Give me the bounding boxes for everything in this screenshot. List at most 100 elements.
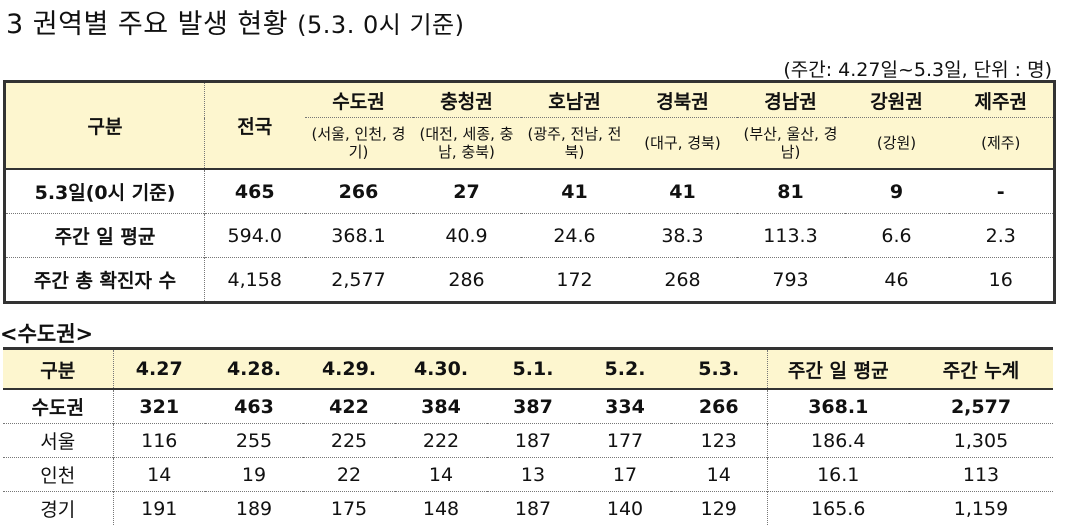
- header-cell: 4.29.: [303, 348, 395, 389]
- region-sub: (제주): [948, 117, 1055, 169]
- cell: 268: [628, 257, 737, 303]
- cell: 321: [113, 388, 205, 424]
- cell: 2.3: [948, 213, 1055, 258]
- cell: 22: [303, 457, 395, 492]
- header-cell: 4.28.: [205, 348, 303, 389]
- region-sub: (대구, 경북): [628, 117, 737, 169]
- header-sub-row: (서울, 인천, 경기) (대전, 세종, 충남, 충북) (광주, 전남, 전…: [5, 117, 1055, 169]
- cell: 465: [204, 168, 305, 214]
- cell: 266: [671, 388, 767, 424]
- cell: 123: [671, 423, 767, 458]
- region-sub: (서울, 인천, 경기): [304, 117, 413, 169]
- cell: 266: [304, 168, 413, 214]
- header-row: 구분 4.27 4.28. 4.29. 4.30. 5.1. 5.2. 5.3.…: [3, 348, 1053, 389]
- cell: 286: [412, 257, 521, 303]
- row-label: 주간 총 확진자 수: [4, 257, 205, 303]
- header-cell: 4.27: [113, 348, 205, 389]
- unit-note: (주간: 4.27일~5.3일, 단위 : 명): [783, 59, 1052, 81]
- cell: 384: [395, 388, 487, 424]
- header-cell: 4.30.: [395, 348, 487, 389]
- header-cell: 5.3.: [671, 348, 767, 389]
- table-row: 경기 191 189 175 148 187 140 129 165.6 1,1…: [3, 491, 1053, 525]
- region-name: 강원권: [844, 81, 949, 118]
- cell: 4,158: [204, 257, 305, 303]
- row-label: 수도권: [3, 388, 114, 424]
- cell: 13: [487, 457, 579, 492]
- cell: 148: [395, 491, 487, 525]
- cell: 14: [395, 457, 487, 492]
- region-name: 경북권: [628, 81, 737, 118]
- cell: 225: [303, 423, 395, 458]
- cell: 334: [579, 388, 671, 424]
- cell: 368.1: [766, 388, 909, 424]
- header-cell: 구분: [3, 348, 114, 389]
- title-main: 3 권역별 주요 발생 현황: [6, 9, 289, 40]
- cell: 16: [948, 257, 1055, 303]
- cell: 17: [579, 457, 671, 492]
- section-label: <수도권>: [0, 322, 94, 346]
- region-sub: (광주, 전남, 전북): [520, 117, 629, 169]
- header-cell: 5.1.: [487, 348, 579, 389]
- region-name: 수도권: [304, 81, 413, 118]
- regional-summary-table: 구분 전국 수도권 충청권 호남권 경북권 경남권 강원권 제주권 (서울, 인…: [3, 80, 1056, 304]
- cell: 129: [671, 491, 767, 525]
- cell: 594.0: [204, 213, 305, 258]
- cell: 255: [205, 423, 303, 458]
- header-cell: 주간 일 평균: [766, 348, 909, 389]
- row-label: 인천: [3, 457, 114, 492]
- table-row: 수도권 321 463 422 384 387 334 266 368.1 2,…: [3, 388, 1053, 424]
- page-title: 3 권역별 주요 발생 현황 (5.3. 0시 기준): [6, 2, 464, 41]
- cell: 113: [909, 457, 1053, 492]
- region-name: 충청권: [412, 81, 521, 118]
- cell: 187: [487, 491, 579, 525]
- cell: 16.1: [766, 457, 909, 492]
- cell: 463: [205, 388, 303, 424]
- cell: 46: [844, 257, 949, 303]
- cell: 38.3: [628, 213, 737, 258]
- cell: 793: [736, 257, 845, 303]
- cell: 189: [205, 491, 303, 525]
- cell: 24.6: [520, 213, 629, 258]
- cell: 140: [579, 491, 671, 525]
- cell: 175: [303, 491, 395, 525]
- title-note: (5.3. 0시 기준): [297, 11, 465, 39]
- table-row: 5.3일(0시 기준) 465 266 27 41 41 81 9 -: [4, 168, 1055, 214]
- region-name: 제주권: [948, 81, 1055, 118]
- cell: 113.3: [736, 213, 845, 258]
- cell: 187: [487, 423, 579, 458]
- header-cell: 5.2.: [579, 348, 671, 389]
- capital-area-daily-table: 구분 4.27 4.28. 4.29. 4.30. 5.1. 5.2. 5.3.…: [3, 347, 1053, 525]
- header-nation: 전국: [204, 81, 305, 169]
- cell: 165.6: [766, 491, 909, 525]
- cell: 9: [844, 168, 949, 214]
- cell: -: [948, 168, 1055, 214]
- region-sub: (대전, 세종, 충남, 충북): [412, 117, 521, 169]
- cell: 40.9: [412, 213, 521, 258]
- cell: 222: [395, 423, 487, 458]
- cell: 422: [303, 388, 395, 424]
- table-row: 주간 일 평균 594.0 368.1 40.9 24.6 38.3 113.3…: [4, 213, 1055, 258]
- row-label: 5.3일(0시 기준): [4, 168, 205, 214]
- cell: 27: [412, 168, 521, 214]
- cell: 387: [487, 388, 579, 424]
- region-name: 경남권: [736, 81, 845, 118]
- header-cell: 주간 누계: [909, 348, 1053, 389]
- cell: 6.6: [844, 213, 949, 258]
- cell: 19: [205, 457, 303, 492]
- cell: 2,577: [304, 257, 413, 303]
- cell: 14: [671, 457, 767, 492]
- header-label: 구분: [4, 81, 205, 169]
- cell: 41: [628, 168, 737, 214]
- cell: 2,577: [909, 388, 1053, 424]
- cell: 186.4: [766, 423, 909, 458]
- row-label: 주간 일 평균: [4, 213, 205, 258]
- region-sub: (강원): [844, 117, 949, 169]
- table-row: 주간 총 확진자 수 4,158 2,577 286 172 268 793 4…: [4, 257, 1055, 303]
- cell: 116: [113, 423, 205, 458]
- header-row: 구분 전국 수도권 충청권 호남권 경북권 경남권 강원권 제주권: [4, 81, 1055, 169]
- cell: 368.1: [304, 213, 413, 258]
- row-label: 서울: [3, 423, 114, 458]
- cell: 191: [113, 491, 205, 525]
- table-row: 인천 14 19 22 14 13 17 14 16.1 113: [3, 457, 1053, 492]
- cell: 81: [736, 168, 845, 214]
